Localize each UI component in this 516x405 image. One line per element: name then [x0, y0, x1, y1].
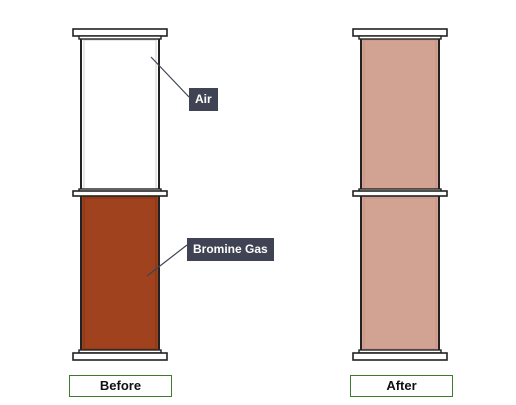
air-leader-line [150, 56, 190, 98]
before-apparatus [72, 28, 168, 361]
before-air-jar [80, 36, 160, 193]
after-upper-jar [360, 36, 440, 193]
before-bottom-plate [72, 349, 168, 361]
after-middle-plate [352, 188, 448, 197]
before-caption: Before [69, 375, 172, 397]
before-middle-plate [72, 188, 168, 197]
after-apparatus [352, 28, 448, 361]
after-top-plate [352, 28, 448, 40]
air-label: Air [189, 88, 218, 111]
after-lower-jar [360, 194, 440, 353]
bromine-gas-label: Bromine Gas [187, 238, 274, 261]
before-top-plate [72, 28, 168, 40]
bromine-leader-line [146, 244, 188, 277]
after-bottom-plate [352, 349, 448, 361]
after-caption: After [350, 375, 453, 397]
before-bromine-jar [80, 194, 160, 353]
